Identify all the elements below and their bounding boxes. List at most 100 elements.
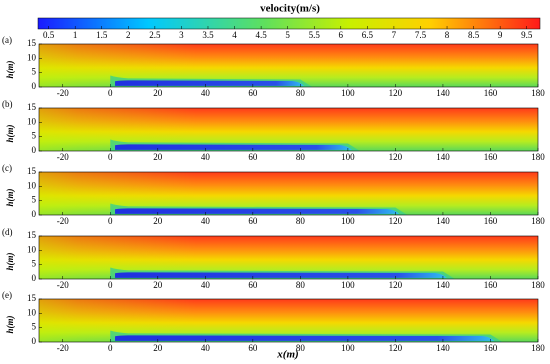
colorbar-tick-label: 0.5 (43, 30, 55, 40)
x-tick-label: 0 (108, 152, 113, 162)
panel-label: (a) (2, 35, 12, 45)
x-tick-label: 160 (484, 216, 498, 226)
x-tick-label: 20 (153, 216, 163, 226)
x-tick-label: 0 (108, 280, 113, 290)
x-tick-label: 40 (201, 280, 211, 290)
y-tick-label: 0 (32, 81, 37, 91)
colorbar-tick-label: 6.5 (362, 30, 374, 40)
panel-label: (b) (2, 99, 13, 109)
y-axis-label: h(m) (5, 315, 15, 333)
colorbar-tick-label: 4.5 (255, 30, 267, 40)
x-tick-label: 40 (201, 88, 211, 98)
colorbar-tick-label: 7 (392, 30, 397, 40)
y-tick-label: 15 (27, 230, 37, 240)
x-tick-label: 60 (248, 343, 258, 353)
x-tick-label: 160 (484, 280, 498, 290)
colorbar-tick-label: 3 (179, 30, 184, 40)
colorbar-tick-label: 8.5 (468, 30, 480, 40)
panel-label: (e) (2, 290, 12, 300)
low-velocity-zone (115, 80, 305, 86)
x-tick-label: -20 (57, 216, 69, 226)
low-velocity-zone (115, 208, 400, 214)
x-tick-label: 140 (436, 152, 450, 162)
x-tick-label: 160 (484, 152, 498, 162)
y-axis-label: h(m) (5, 60, 15, 78)
y-tick-label: 15 (27, 293, 37, 303)
x-tick-label: 160 (484, 343, 498, 353)
x-tick-label: 180 (531, 216, 545, 226)
colorbar-tick-label: 4 (232, 30, 237, 40)
colorbar-tick-label: 3.5 (202, 30, 214, 40)
x-tick-label: 160 (484, 88, 498, 98)
x-tick-label: 0 (108, 216, 113, 226)
x-tick-label: 60 (248, 88, 258, 98)
y-tick-label: 5 (32, 259, 37, 269)
y-axis-label: h(m) (5, 124, 15, 142)
x-tick-label: 20 (153, 152, 163, 162)
x-tick-label: 120 (389, 280, 403, 290)
panel-label: (d) (2, 227, 13, 237)
colorbar-tick-label: 5 (285, 30, 290, 40)
x-tick-label: 80 (296, 216, 306, 226)
y-tick-label: 0 (32, 209, 37, 219)
x-tick-label: -20 (57, 88, 69, 98)
frame (38, 171, 539, 216)
x-tick-label: 60 (248, 280, 258, 290)
y-tick-label: 10 (27, 307, 37, 317)
x-tick-label: 180 (531, 88, 545, 98)
y-tick-label: 5 (32, 67, 37, 77)
colorbar-tick-label: 5.5 (309, 30, 321, 40)
colorbar-tick-label: 9.5 (521, 30, 533, 40)
panel-label: (c) (2, 163, 12, 173)
frame (38, 235, 539, 280)
x-tick-label: -20 (57, 280, 69, 290)
colorbar-tick-label: 1.5 (96, 30, 108, 40)
x-tick-label: 120 (389, 216, 403, 226)
frame (38, 107, 539, 152)
x-tick-label: 120 (389, 343, 403, 353)
colorbar-tick-label: 9 (498, 30, 503, 40)
frame (38, 298, 539, 343)
colorbar-tick-label: 7.5 (415, 30, 427, 40)
x-tick-label: 180 (531, 343, 545, 353)
y-tick-label: 10 (27, 244, 37, 254)
x-axis-label: x(m) (276, 349, 298, 361)
x-tick-label: 100 (341, 343, 355, 353)
y-axis-label: h(m) (5, 252, 15, 270)
y-tick-label: 15 (27, 38, 37, 48)
low-velocity-zone (115, 272, 447, 278)
x-tick-label: 0 (108, 88, 113, 98)
x-tick-label: 100 (341, 280, 355, 290)
x-tick-label: 20 (153, 88, 163, 98)
x-tick-label: 80 (296, 280, 306, 290)
colorbar-tick-label: 2.5 (149, 30, 161, 40)
x-tick-label: 180 (531, 280, 545, 290)
colorbar-tick-label: 6 (339, 30, 344, 40)
x-tick-label: 40 (201, 216, 211, 226)
colorbar-tick-label: 1 (73, 30, 78, 40)
y-axis-label: h(m) (5, 188, 15, 206)
y-tick-label: 10 (27, 116, 37, 126)
x-tick-label: 100 (341, 216, 355, 226)
colorbar (37, 17, 541, 30)
x-tick-label: -20 (57, 152, 69, 162)
y-tick-label: 10 (27, 52, 37, 62)
x-tick-label: 20 (153, 343, 163, 353)
x-tick-label: 0 (108, 343, 113, 353)
y-tick-label: 5 (32, 195, 37, 205)
y-tick-label: 0 (32, 336, 37, 346)
x-tick-label: 100 (341, 152, 355, 162)
x-tick-label: 140 (436, 343, 450, 353)
x-tick-label: 100 (341, 88, 355, 98)
y-tick-label: 5 (32, 322, 37, 332)
x-tick-label: 40 (201, 152, 211, 162)
x-tick-label: 80 (296, 88, 306, 98)
x-tick-label: 80 (296, 343, 306, 353)
colorbar-title: velocity(m/s) (260, 3, 320, 15)
frame (38, 43, 539, 88)
x-tick-label: 80 (296, 152, 306, 162)
y-tick-label: 5 (32, 131, 37, 141)
colorbar-tick-label: 2 (126, 30, 131, 40)
x-tick-label: 40 (201, 343, 211, 353)
